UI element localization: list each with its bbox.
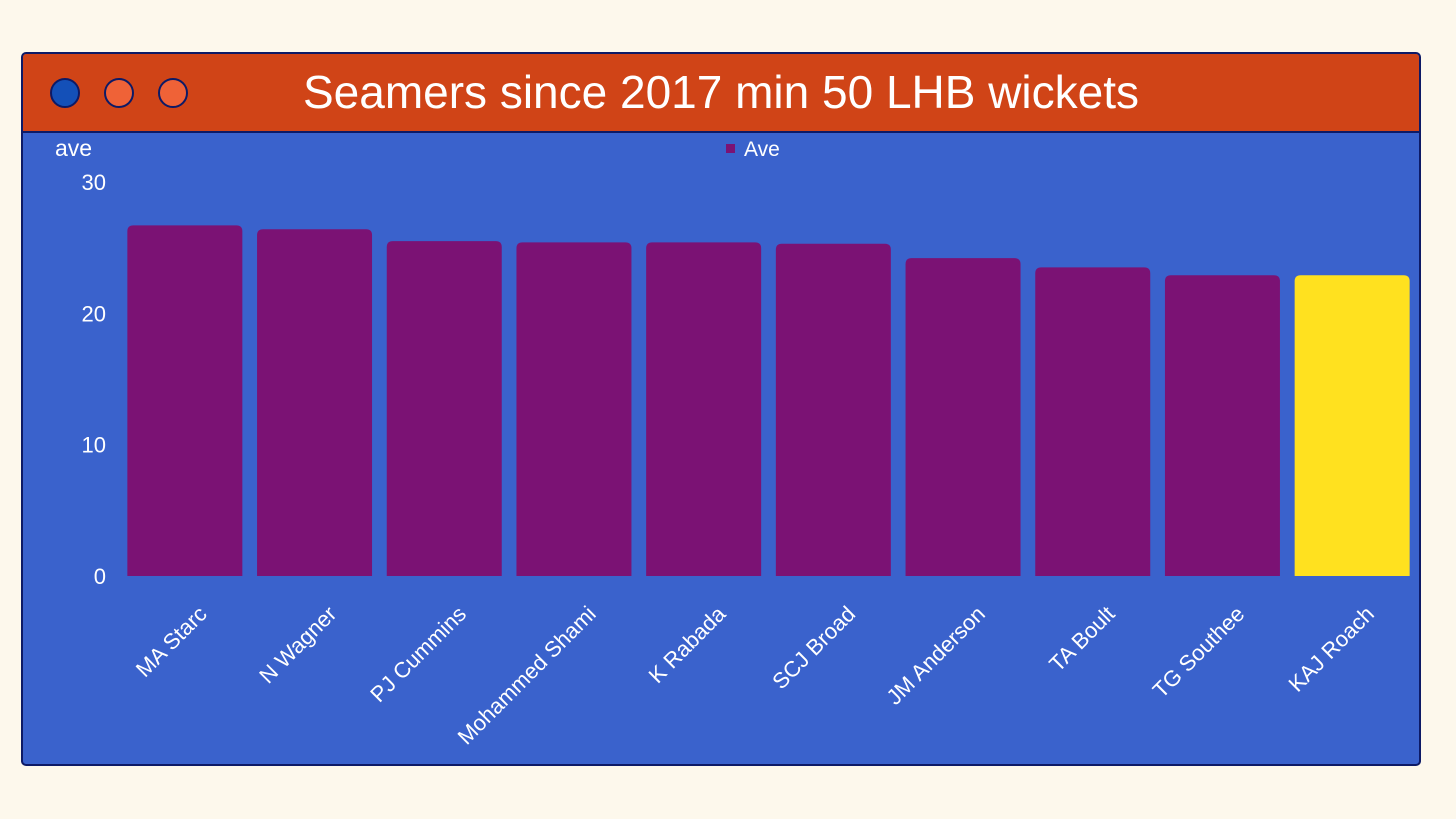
- y-tick-label: 0: [94, 564, 106, 589]
- y-tick-label: 10: [82, 433, 106, 458]
- chart-title: Seamers since 2017 min 50 LHB wickets: [302, 66, 1140, 118]
- x-tick-label: K Rabada: [644, 601, 731, 688]
- bar-scj-broad: [775, 243, 891, 576]
- bar-mohammed-shami: [516, 242, 632, 576]
- x-tick-label: Mohammed Shami: [453, 601, 601, 749]
- legend-swatch: [726, 144, 735, 153]
- x-tick-label: PJ Cummins: [365, 601, 471, 707]
- bar-k-rabada: [646, 242, 762, 576]
- window-control-orange-dot[interactable]: [104, 78, 134, 108]
- y-tick-label: 30: [82, 170, 106, 195]
- bar-ma-starc: [127, 225, 243, 576]
- x-tick-label: SCJ Broad: [767, 601, 860, 694]
- x-tick-label: MA Starc: [131, 601, 212, 682]
- x-tick-label: TA Boult: [1044, 601, 1119, 676]
- bar-ta-boult: [1035, 267, 1151, 576]
- x-tick-label: TG Southee: [1148, 601, 1250, 703]
- bar-tg-southee: [1164, 275, 1280, 576]
- window-control-orange-dot-2[interactable]: [158, 78, 188, 108]
- bar-kaj-roach: [1294, 275, 1410, 576]
- x-tick-label: JM Anderson: [881, 601, 989, 709]
- bar-pj-cummins: [386, 241, 502, 576]
- bar-n-wagner: [257, 229, 373, 576]
- window-control-blue-dot[interactable]: [50, 78, 80, 108]
- legend-label: Ave: [744, 138, 780, 161]
- x-tick-label: KAJ Roach: [1283, 601, 1379, 697]
- x-tick-label: N Wagner: [254, 601, 341, 688]
- y-tick-label: 20: [82, 301, 106, 326]
- bar-jm-anderson: [905, 258, 1021, 576]
- y-axis-label: ave: [55, 135, 92, 161]
- title-bar: Seamers since 2017 min 50 LHB wickets: [23, 54, 1419, 133]
